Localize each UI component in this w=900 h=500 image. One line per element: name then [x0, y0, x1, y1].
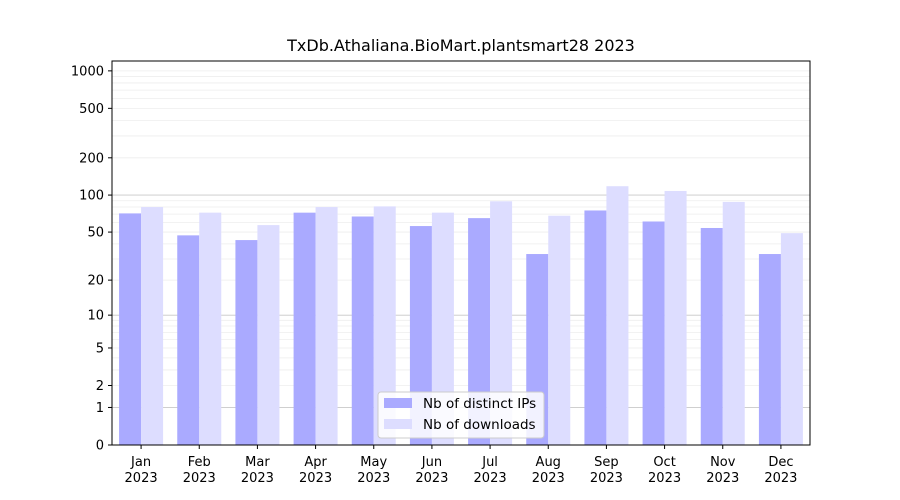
plot-frame: [111, 60, 811, 446]
bar-nb-of-downloads-10: [722, 201, 745, 445]
bar-nb-of-distinct-ips-8: [584, 210, 607, 445]
chart-title: TxDb.Athaliana.BioMart.plantsmart28 2023: [286, 36, 635, 55]
y-tick-label: 100: [79, 189, 104, 204]
legend-swatch: [384, 398, 412, 408]
y-tick-label: 200: [79, 151, 104, 166]
x-tick-label: Nov 2023: [706, 455, 739, 486]
bar-nb-of-distinct-ips-10: [700, 227, 723, 445]
x-tick-label: Feb 2023: [183, 455, 216, 486]
bar-nb-of-distinct-ips-2: [235, 240, 258, 445]
y-tick-label: 2: [96, 379, 104, 394]
bar-nb-of-distinct-ips-11: [758, 254, 781, 445]
y-tick-label: 10: [87, 309, 104, 324]
bar-nb-of-downloads-9: [664, 190, 687, 445]
x-tick-label: Sep 2023: [590, 455, 623, 486]
bar-nb-of-downloads-4: [373, 206, 396, 445]
y-tick-label: 1000: [71, 64, 104, 79]
legend-swatch: [384, 419, 412, 429]
bar-nb-of-downloads-3: [315, 207, 338, 445]
bars: [119, 186, 803, 445]
legend-box: [377, 391, 545, 439]
y-tick-label: 0: [96, 439, 104, 454]
x-tick-label: Dec 2023: [764, 455, 797, 486]
y-tick-label: 50: [87, 226, 104, 241]
bar-nb-of-distinct-ips-3: [293, 212, 316, 445]
bar-nb-of-distinct-ips-6: [468, 218, 491, 445]
x-tick-label: Aug 2023: [532, 455, 565, 486]
grid-lines: [112, 70, 810, 446]
bar-nb-of-downloads-7: [548, 215, 571, 445]
x-tick-label: Mar 2023: [241, 455, 274, 486]
bar-nb-of-distinct-ips-4: [351, 216, 374, 445]
y-tick-label: 500: [79, 102, 104, 117]
legend: Nb of distinct IPs Nb of downloads: [377, 391, 545, 439]
legend-label: Nb of downloads: [423, 417, 536, 433]
bar-nb-of-downloads-2: [257, 225, 280, 445]
x-tick-label: May 2023: [357, 455, 390, 486]
axes: 0 1 2 5 10 20 50 100 200 500 1000 Jan 2023 Feb 2023 Mar…: [71, 60, 811, 486]
x-tick-label: Oct 2023: [648, 455, 681, 486]
legend-label: Nb of distinct IPs: [423, 396, 536, 412]
x-tick-label: Jan 2023: [125, 455, 158, 486]
x-tick-label: Jul 2023: [474, 455, 507, 486]
x-tick-label: Jun 2023: [415, 455, 448, 486]
bar-nb-of-distinct-ips-9: [642, 221, 665, 445]
bar-nb-of-downloads-1: [199, 212, 222, 445]
x-tick-label: Apr 2023: [299, 455, 332, 486]
y-tick-label: 1: [96, 401, 104, 416]
bar-nb-of-distinct-ips-5: [409, 226, 432, 445]
y-tick-label: 5: [96, 341, 104, 356]
bar-nb-of-distinct-ips-1: [177, 235, 200, 445]
bar-nb-of-downloads-8: [606, 186, 629, 445]
y-tick-label: 20: [87, 274, 104, 289]
bar-nb-of-downloads-6: [490, 201, 513, 445]
bar-nb-of-downloads-5: [431, 212, 454, 445]
bar-nb-of-distinct-ips-0: [119, 213, 142, 445]
bar-nb-of-downloads-11: [780, 233, 803, 445]
bar-nb-of-downloads-0: [141, 207, 164, 445]
